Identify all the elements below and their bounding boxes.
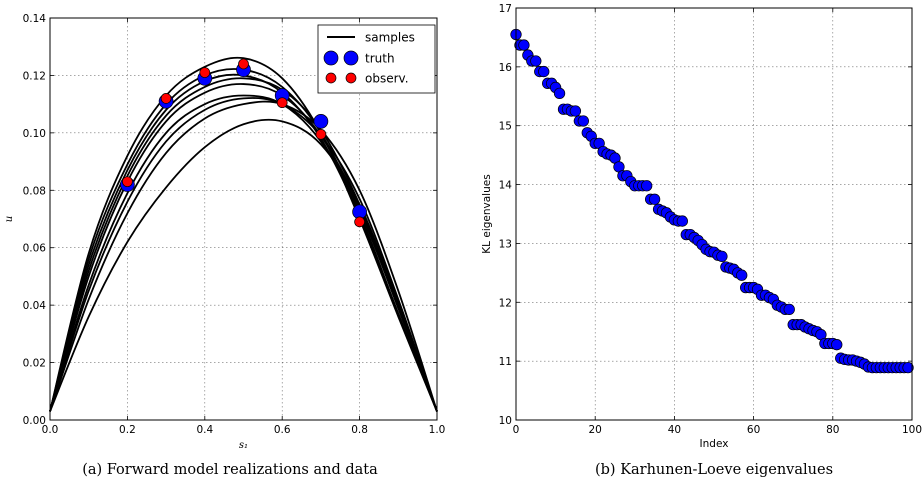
y-tick-label: 0.06 — [23, 243, 47, 255]
eigenvalue-point — [648, 193, 661, 205]
truth-point — [313, 114, 329, 129]
observation-points — [122, 58, 365, 228]
sample-curve-5 — [49, 94, 438, 412]
plot-frame-b — [515, 7, 913, 421]
legend-observ-swatch-2 — [345, 72, 357, 84]
x-tick-label: 1.0 — [429, 424, 446, 436]
ticks-a: 0.0 0.2 0.4 0.6 0.8 1.0 0.00 0.02 0.04 0.06 0.08 0.… — [23, 13, 446, 436]
y-axis-label-b: KL eigenvalues — [481, 174, 493, 253]
caption-b: (b) Karhunen-Loeve eigenvalues — [595, 462, 833, 478]
sample-curve-9 — [49, 68, 438, 412]
eigenvalue-point — [783, 303, 795, 315]
y-tick-label: 0.04 — [23, 300, 47, 312]
y-tick-label: 0.00 — [23, 415, 46, 427]
x-axis-label-a: s₁ — [239, 440, 248, 451]
legend-truth-label: truth — [365, 52, 395, 66]
y-axis-label-a: u — [4, 216, 15, 222]
x-tick-label: 80 — [826, 424, 839, 436]
x-tick-label: 100 — [902, 424, 922, 436]
ticks-b: 0 20 40 60 80 100 10 11 12 13 14 15 16 17 — [499, 3, 922, 436]
y-tick-label: 15 — [499, 121, 512, 133]
plot-frame-a — [49, 17, 438, 421]
eigenvalue-points — [510, 28, 914, 374]
chart-kl-eigenvalues: 0 20 40 60 80 100 10 11 12 13 14 15 16 17 Index KL ei… — [481, 3, 922, 478]
y-tick-label: 17 — [499, 3, 512, 15]
x-tick-label: 0.0 — [42, 424, 59, 436]
x-tick-label: 0 — [513, 424, 520, 436]
observation-point — [160, 93, 172, 104]
y-tick-label: 0.10 — [23, 128, 46, 140]
legend-truth-swatch-2 — [343, 50, 359, 66]
x-tick-label: 20 — [589, 424, 602, 436]
x-tick-label: 0.6 — [274, 424, 291, 436]
x-tick-label: 0.8 — [351, 424, 368, 436]
legend-observ-label: observ. — [365, 72, 409, 86]
observation-point — [122, 176, 133, 188]
chart-forward-model: 0.0 0.2 0.4 0.6 0.8 1.0 0.00 0.02 0.04 0.06 0.08 0.… — [4, 13, 445, 478]
eigenvalue-point — [553, 87, 566, 99]
x-tick-label: 0.4 — [196, 424, 213, 436]
sample-curve-1 — [49, 56, 438, 412]
y-tick-label: 0.08 — [23, 185, 46, 197]
eigenvalue-point — [577, 115, 589, 127]
y-tick-label: 12 — [499, 297, 512, 309]
gridlines-b — [516, 8, 912, 420]
sample-curve-6 — [49, 97, 438, 412]
y-tick-label: 10 — [499, 415, 512, 427]
eigenvalue-point — [530, 55, 542, 67]
y-tick-label: 0.02 — [23, 358, 46, 370]
y-tick-label: 13 — [499, 238, 512, 250]
legend-truth-swatch-1 — [323, 50, 339, 66]
eigenvalue-point — [518, 39, 530, 51]
x-tick-label: 40 — [668, 424, 681, 436]
caption-a: (a) Forward model realizations and data — [82, 462, 378, 478]
observation-point — [354, 216, 365, 228]
eigenvalue-point — [902, 361, 914, 374]
legend-observ-swatch-1 — [325, 72, 337, 84]
eigenvalue-point — [641, 180, 653, 192]
observation-point — [315, 128, 327, 140]
eigenvalue-point — [716, 250, 728, 263]
eigenvalue-point — [538, 65, 550, 78]
x-axis-label-b: Index — [700, 438, 729, 450]
y-tick-label: 0.14 — [23, 13, 47, 25]
observation-point — [199, 67, 211, 78]
legend-samples-label: samples — [365, 31, 415, 45]
y-tick-label: 14 — [499, 180, 513, 192]
y-tick-label: 16 — [499, 62, 513, 74]
sample-curve-7 — [49, 100, 438, 412]
observation-point — [238, 58, 249, 70]
sample-curves — [49, 56, 438, 412]
eigenvalue-point — [831, 339, 843, 351]
eigenvalue-point — [569, 105, 582, 117]
y-tick-label: 0.12 — [23, 70, 46, 82]
x-tick-label: 0.2 — [119, 424, 136, 436]
y-tick-label: 11 — [499, 356, 512, 368]
eigenvalue-point — [676, 215, 688, 227]
eigenvalue-point — [736, 269, 748, 281]
sample-curve-8 — [49, 118, 438, 412]
x-tick-label: 60 — [747, 424, 760, 436]
legend: samples truth observ. — [317, 24, 436, 94]
observation-point — [276, 97, 288, 109]
